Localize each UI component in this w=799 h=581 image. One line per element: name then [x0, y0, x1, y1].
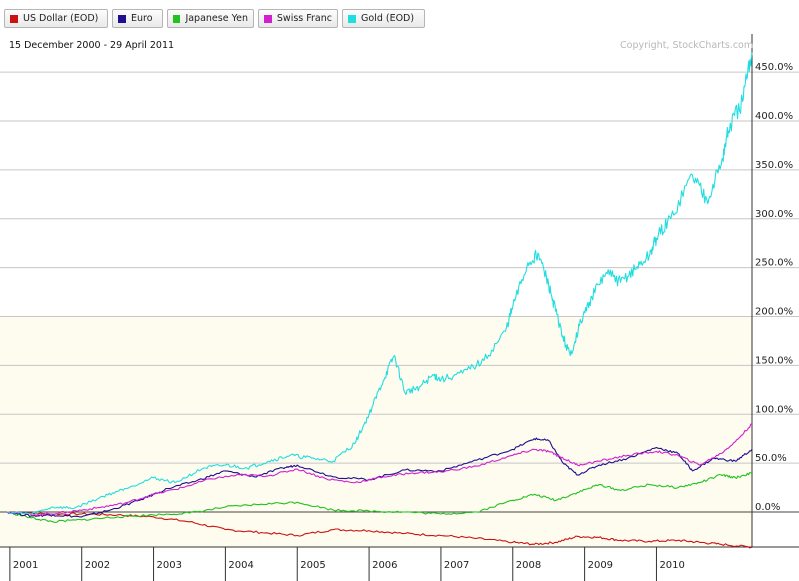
- x-tick-label: 2007: [444, 560, 469, 571]
- x-tick-label: 2005: [300, 560, 325, 571]
- series-line-japanese-yen: [6, 472, 753, 524]
- x-tick-label: 2001: [13, 560, 38, 571]
- series-line-gold-eod: [7, 52, 753, 515]
- x-tick-label: 2010: [659, 560, 684, 571]
- legend-label: Gold (EOD): [361, 13, 415, 24]
- y-tick-label: 0.0%: [755, 502, 780, 513]
- vertical-gridlines: [9, 547, 657, 581]
- horizontal-gridlines: [0, 71, 799, 513]
- y-tick-label: 350.0%: [755, 160, 793, 171]
- legend-swatch: [173, 14, 181, 23]
- legend-item-swiss-franc[interactable]: Swiss Franc: [258, 9, 338, 28]
- y-tick-label: 250.0%: [755, 258, 793, 269]
- x-tick-labels: 2001 2002 2003 2004 2005 2006 2007 2008 2009 2010: [13, 560, 685, 571]
- y-tick-labels: 0.0% 50.0% 100.0% 150.0% 200.0% 250.0% 300.0% 3…: [755, 62, 793, 513]
- x-tick-label: 2008: [516, 560, 541, 571]
- x-tick-label: 2003: [157, 560, 182, 571]
- y-tick-label: 450.0%: [755, 62, 793, 73]
- highlight-band: [0, 316, 752, 547]
- x-tick-label: 2004: [228, 560, 253, 571]
- series-line-swiss-franc: [6, 423, 753, 517]
- series-line-us-dollar-eod: [6, 511, 753, 549]
- y-tick-label: 300.0%: [755, 209, 793, 220]
- x-tick-label: 2002: [85, 560, 110, 571]
- legend-swatch: [348, 14, 356, 23]
- legend-swatch: [10, 14, 18, 23]
- chart-plot: 0.0% 50.0% 100.0% 150.0% 200.0% 250.0% 300.0% 3…: [0, 34, 799, 581]
- legend-item-us-dollar-eod[interactable]: US Dollar (EOD): [4, 9, 108, 28]
- legend-label: Euro: [131, 13, 153, 24]
- series-lines: [6, 52, 753, 549]
- legend-label: Japanese Yen: [185, 13, 248, 24]
- legend-swatch: [118, 14, 126, 23]
- y-tick-label: 100.0%: [755, 404, 793, 415]
- y-tick-label: 200.0%: [755, 307, 793, 318]
- series-line-euro: [6, 437, 753, 518]
- legend-bar: US Dollar (EOD) Euro Japanese Yen Swiss Fra…: [0, 0, 799, 34]
- x-tick-label: 2009: [588, 560, 613, 571]
- y-tick-label: 150.0%: [755, 355, 793, 366]
- copyright-label: Copyright, StockCharts.com: [620, 40, 753, 51]
- legend-swatch: [264, 14, 272, 23]
- y-tick-label: 400.0%: [755, 111, 793, 122]
- y-tick-label: 50.0%: [755, 453, 787, 464]
- legend-item-gold-eod[interactable]: Gold (EOD): [342, 9, 425, 28]
- legend-item-euro[interactable]: Euro: [112, 9, 163, 28]
- x-tick-label: 2006: [372, 560, 397, 571]
- date-range-label: 15 December 2000 - 29 April 2011: [9, 40, 174, 51]
- legend-label: US Dollar (EOD): [23, 13, 99, 24]
- legend-item-japanese-yen[interactable]: Japanese Yen: [167, 9, 254, 28]
- legend-label: Swiss Franc: [276, 13, 332, 24]
